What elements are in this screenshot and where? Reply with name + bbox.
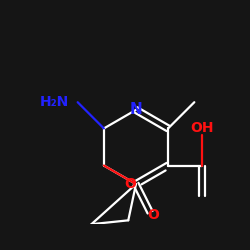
Text: OH: OH xyxy=(190,121,214,135)
Text: H₂N: H₂N xyxy=(40,95,70,109)
Text: N: N xyxy=(130,102,142,118)
Text: O: O xyxy=(147,208,159,222)
Text: O: O xyxy=(124,177,136,191)
